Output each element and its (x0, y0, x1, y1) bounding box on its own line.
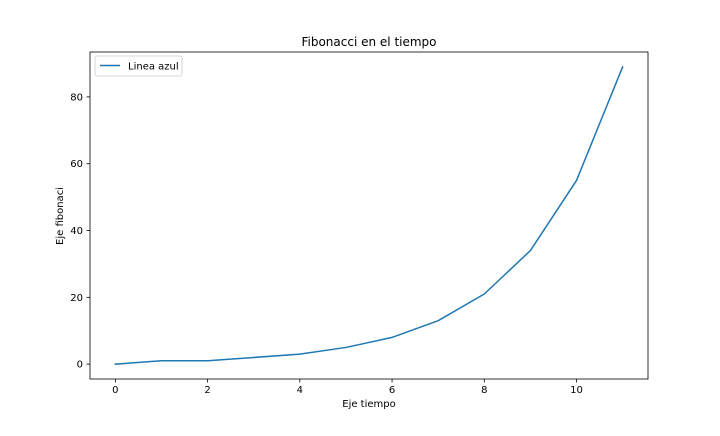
x-tick-label: 6 (389, 385, 395, 396)
y-tick-label: 80 (70, 92, 83, 103)
x-tick-label: 8 (481, 385, 487, 396)
series-line (114, 65, 624, 365)
x-tick-label: 4 (297, 385, 303, 396)
plot-area (89, 51, 649, 380)
x-axis: 0 2 4 6 8 10 (112, 379, 583, 396)
legend-label: Linea azul (128, 62, 179, 73)
y-tick-label: 0 (77, 360, 83, 371)
y-tick-label: 60 (70, 159, 83, 170)
y-axis: 0 20 40 60 80 (70, 92, 90, 371)
series-layer (114, 65, 624, 365)
x-tick-label: 2 (204, 385, 210, 396)
x-axis-label: Eje tiempo (342, 399, 396, 410)
y-tick-label: 20 (70, 293, 83, 304)
legend-box (94, 55, 183, 77)
x-tick-label: 10 (570, 385, 583, 396)
chart-title: Fibonacci en el tiempo (301, 35, 436, 49)
legend: Linea azul (94, 55, 183, 77)
x-tick-label: 0 (112, 385, 118, 396)
y-tick-label: 40 (70, 226, 83, 237)
y-axis-label: Eje fibonaci (55, 187, 66, 245)
